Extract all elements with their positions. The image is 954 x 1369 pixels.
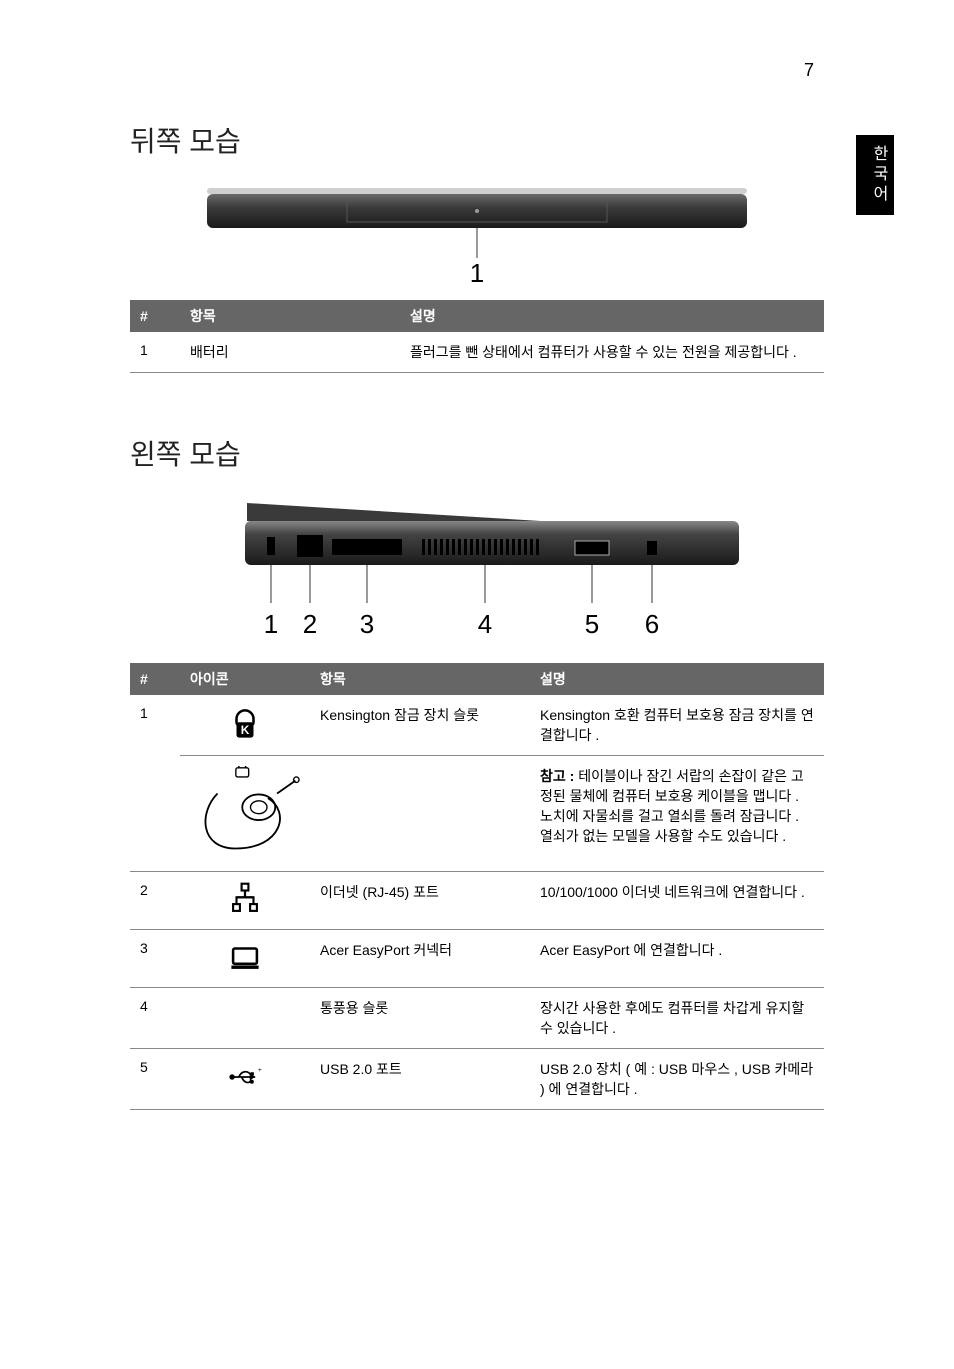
rear-view-figure: 1: [130, 180, 824, 290]
page-number: 7: [804, 60, 814, 81]
table-row: 1 K Kensington 잠금 장치 슬롯 Kensington 호환 컴퓨…: [130, 695, 824, 756]
svg-text:+: +: [258, 1067, 262, 1074]
left-row5-item: USB 2.0 포트: [310, 1048, 530, 1109]
left-row5-num: 5: [130, 1048, 180, 1109]
rear-row1-num: 1: [130, 332, 180, 373]
language-tab: 한국어: [856, 135, 894, 215]
kensington-icon: K: [180, 695, 310, 756]
rear-th-desc: 설명: [400, 300, 824, 332]
rear-row1-desc: 플러그를 뺀 상태에서 컴퓨터가 사용할 수 있는 전원을 제공합니다 .: [400, 332, 824, 373]
vent-icon: [180, 987, 310, 1048]
left-row2-item: 이더넷 (RJ-45) 포트: [310, 871, 530, 929]
rear-table: # 항목 설명 1 배터리 플러그를 뺀 상태에서 컴퓨터가 사용할 수 있는 …: [130, 300, 824, 373]
left-row4-item: 통풍용 슬롯: [310, 987, 530, 1048]
left-row4-desc: 장시간 사용한 후에도 컴퓨터를 차갑게 유지할 수 있습니다 .: [530, 987, 824, 1048]
left-callout-4: 4: [478, 609, 492, 639]
left-row3-num: 3: [130, 929, 180, 987]
easyport-icon: [180, 929, 310, 987]
rear-row1-item: 배터리: [180, 332, 400, 373]
table-row: 4 통풍용 슬롯 장시간 사용한 후에도 컴퓨터를 차갑게 유지할 수 있습니다…: [130, 987, 824, 1048]
table-row: 5 + USB 2.0 포트 USB 2.0 장치 ( 예 : USB 마우스 …: [130, 1048, 824, 1109]
page: 7 한국어 뒤쪽 모습 1 #: [0, 0, 954, 1180]
left-row2-num: 2: [130, 871, 180, 929]
kensington-lock-illustration: [180, 756, 310, 872]
left-th-icon: 아이콘: [180, 663, 310, 695]
left-th-item: 항목: [310, 663, 530, 695]
svg-text:K: K: [241, 723, 250, 737]
rear-callout-1: 1: [470, 258, 484, 288]
left-row3-desc: Acer EasyPort 에 연결합니다 .: [530, 929, 824, 987]
left-view-figure: 1 2 3 4 5 6: [130, 493, 824, 653]
left-row1-num: 1: [130, 695, 180, 871]
left-th-desc: 설명: [530, 663, 824, 695]
left-callout-3: 3: [360, 609, 374, 639]
left-th-num: #: [130, 663, 180, 695]
left-row1-note-text: 테이블이나 잠긴 서랍의 손잡이 같은 고정된 물체에 컴퓨터 보호용 케이블을…: [540, 768, 804, 844]
left-callout-1: 1: [264, 609, 278, 639]
left-row3-item: Acer EasyPort 커넥터: [310, 929, 530, 987]
left-row1-desc: Kensington 호환 컴퓨터 보호용 잠금 장치를 연결합니다 .: [530, 695, 824, 756]
left-row5-desc: USB 2.0 장치 ( 예 : USB 마우스 , USB 카메라 ) 에 연…: [530, 1048, 824, 1109]
table-row: 3 Acer EasyPort 커넥터 Acer EasyPort 에 연결합니…: [130, 929, 824, 987]
left-table: # 아이콘 항목 설명 1 K Kensington 잠금 장치 슬롯 Kens…: [130, 663, 824, 1110]
rear-th-item: 항목: [180, 300, 400, 332]
left-row2-desc: 10/100/1000 이더넷 네트워크에 연결합니다 .: [530, 871, 824, 929]
note-label: 참고 :: [540, 768, 574, 784]
left-row1-item: Kensington 잠금 장치 슬롯: [310, 695, 530, 756]
table-row: 2 이더넷 (RJ-45) 포트 10/100/1000 이더넷 네트워크에 연…: [130, 871, 824, 929]
left-callout-5: 5: [585, 609, 599, 639]
left-callout-6: 6: [645, 609, 659, 639]
table-row: 참고 : 테이블이나 잠긴 서랍의 손잡이 같은 고정된 물체에 컴퓨터 보호용…: [130, 756, 824, 872]
rear-th-num: #: [130, 300, 180, 332]
left-callout-2: 2: [303, 609, 317, 639]
left-row1-note: 참고 : 테이블이나 잠긴 서랍의 손잡이 같은 고정된 물체에 컴퓨터 보호용…: [530, 756, 824, 872]
rear-view-title: 뒤쪽 모습: [130, 120, 824, 160]
usb-icon: +: [180, 1048, 310, 1109]
table-row: 1 배터리 플러그를 뺀 상태에서 컴퓨터가 사용할 수 있는 전원을 제공합니…: [130, 332, 824, 373]
left-view-title: 왼쪽 모습: [130, 433, 824, 473]
left-row4-num: 4: [130, 987, 180, 1048]
ethernet-icon: [180, 871, 310, 929]
